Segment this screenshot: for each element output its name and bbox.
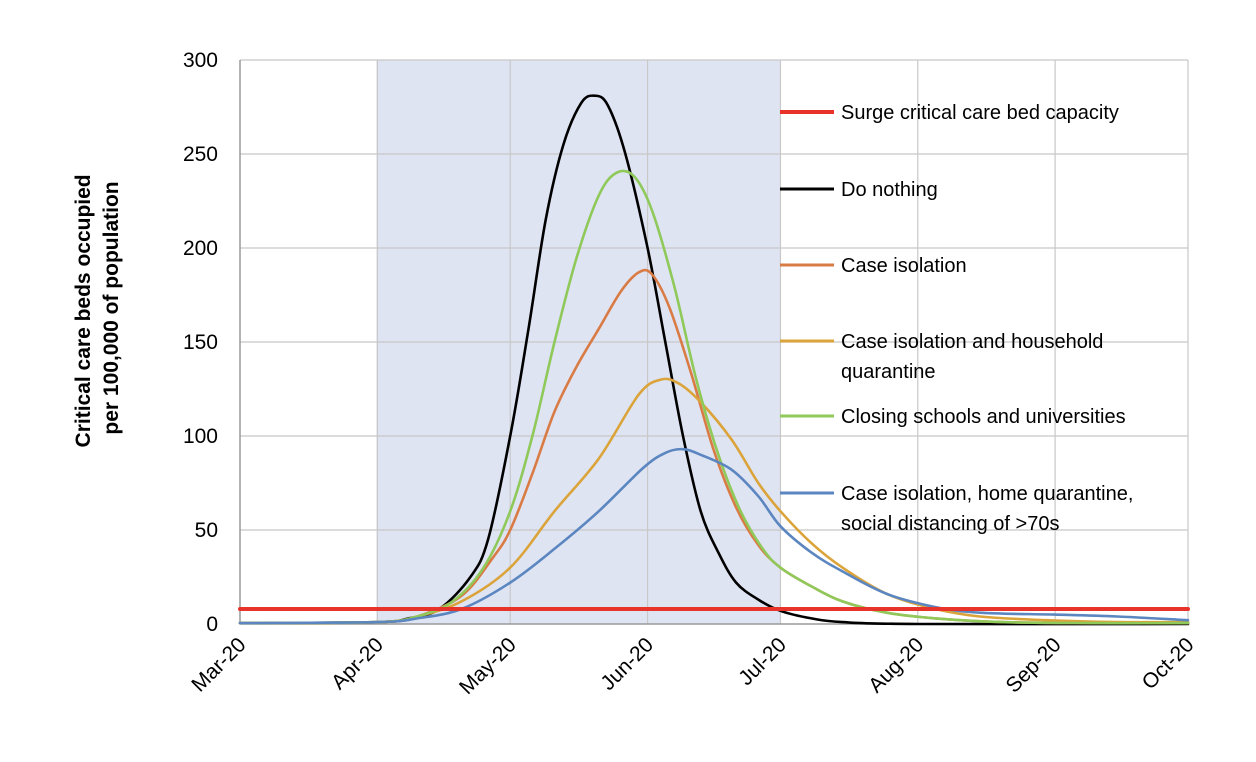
legend-item-schools: Closing schools and universities [780,406,1126,428]
x-tick-label: Oct-20 [1138,633,1199,694]
x-tick-label: Apr-20 [327,633,388,694]
legend-item-case-isolation: Case isolation [780,255,967,277]
legend-label: Case isolation and household [841,331,1103,353]
y-tick-label: 150 [183,331,218,354]
x-tick-label: Sep-20 [1001,633,1065,697]
legend-item-household: Case isolation and household quarantine [780,331,1103,383]
household-quarantine-line [238,377,1190,625]
y-tick-labels: 0 50 100 150 200 250 300 [183,49,218,636]
y-tick-label: 200 [183,237,218,260]
legend-item-capacity: Surge critical care bed capacity [780,102,1119,124]
y-tick-label: 300 [183,49,218,72]
do-nothing-line [238,94,1190,626]
y-axis-label: Critical care beds occupied per 100,000 … [72,169,123,448]
x-tick-labels: Mar-20 Apr-20 May-20 Jun-20 Jul-20 Aug-20 Sep-… [187,633,1198,699]
legend-item-do-nothing: Do nothing [780,179,938,201]
legend-label: Case isolation, home quarantine, [841,483,1133,505]
legend-label: Surge critical care bed capacity [841,102,1119,124]
y-axis-label-line-2: per 100,000 of population [100,181,123,434]
legend-label: Case isolation [841,255,967,277]
x-tick-label: Jun-20 [596,633,658,695]
legend-item-distancing: Case isolation, home quarantine, social d… [780,483,1133,535]
y-tick-label: 100 [183,425,218,448]
series-lines [238,94,1190,626]
y-tick-label: 250 [183,143,218,166]
x-tick-label: Aug-20 [864,633,928,697]
y-tick-label: 50 [195,519,218,542]
y-axis-label-line-1: Critical care beds occupied [72,174,95,447]
x-tick-label: May-20 [455,633,521,699]
legend-label: Do nothing [841,179,938,201]
legend: Surge critical care bed capacity Do nothi… [780,102,1133,535]
closing-schools-line [238,169,1190,625]
legend-label: social distancing of >70s [841,513,1059,535]
x-tick-label: Jul-20 [734,633,791,690]
y-tick-label: 0 [206,613,218,636]
x-tick-label: Mar-20 [187,633,250,696]
social-distancing-line [238,447,1190,625]
legend-label: quarantine [841,361,936,383]
legend-label: Closing schools and universities [841,406,1126,428]
